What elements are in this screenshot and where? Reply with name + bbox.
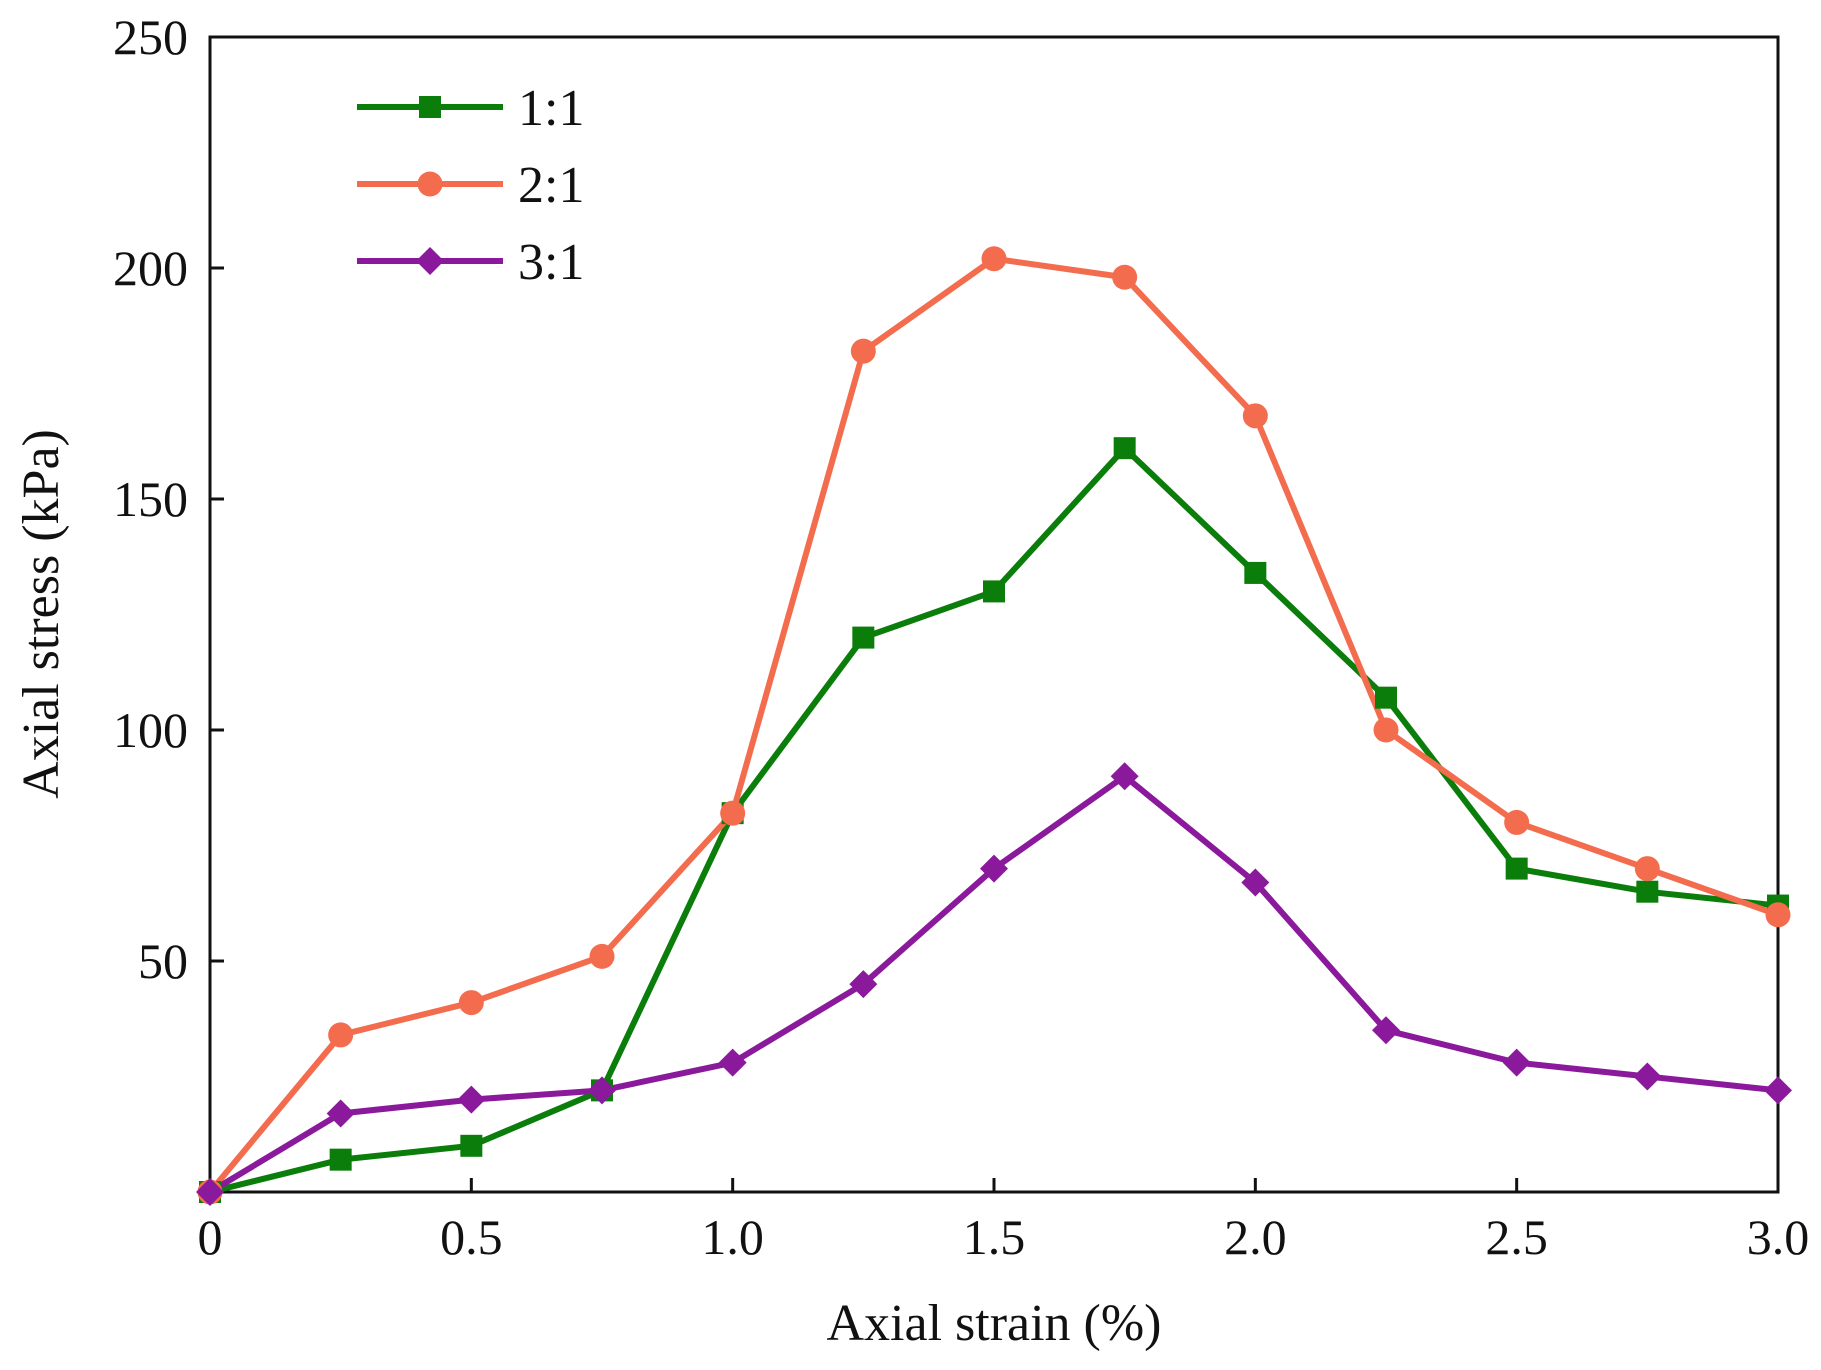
data-point-series-2 — [1504, 809, 1530, 835]
x-tick-label: 2.5 — [1485, 1209, 1548, 1265]
legend-label: 1:1 — [518, 80, 584, 137]
data-point-series-3 — [1502, 1048, 1531, 1077]
data-point-series-3 — [196, 1178, 224, 1206]
y-tick-label: 50 — [138, 933, 188, 989]
data-point-series-2 — [458, 990, 484, 1016]
data-point-series-2 — [1112, 264, 1138, 290]
legend-swatch-marker — [419, 96, 441, 118]
data-point-series-2 — [328, 1022, 354, 1048]
y-axis-title: Axial stress (kPa) — [13, 429, 70, 799]
legend-label: 2:1 — [518, 157, 584, 214]
data-point-series-1 — [852, 626, 875, 649]
data-point-series-2 — [589, 943, 615, 969]
data-point-series-1 — [1113, 437, 1136, 460]
y-tick-label: 100 — [113, 702, 188, 758]
data-point-series-3 — [1372, 1016, 1400, 1045]
data-point-series-2 — [1765, 902, 1791, 928]
data-point-series-2 — [1373, 717, 1399, 743]
data-point-series-2 — [850, 338, 876, 364]
data-point-series-3 — [980, 854, 1008, 883]
data-point-series-2 — [1242, 403, 1268, 429]
plot-frame — [208, 35, 1780, 1194]
legend: 1:1 2:1 3:1 — [357, 80, 584, 291]
legend-label: 3:1 — [518, 234, 584, 291]
data-point-series-1 — [329, 1148, 352, 1171]
data-point-series-1 — [983, 580, 1005, 603]
x-tick-label: 2.0 — [1224, 1209, 1287, 1265]
series-lines — [207, 255, 1780, 1195]
data-point-series-3 — [1633, 1062, 1662, 1091]
series-line-1 — [209, 445, 1779, 1195]
data-point-series-1 — [1244, 561, 1267, 584]
data-point-series-1 — [460, 1134, 483, 1157]
series-markers — [196, 246, 1792, 1206]
data-point-series-3 — [1241, 868, 1270, 897]
data-point-series-3 — [588, 1076, 616, 1105]
x-tick-label: 1.0 — [701, 1209, 764, 1265]
data-point-series-3 — [457, 1085, 486, 1114]
data-point-series-2 — [720, 800, 746, 826]
legend-swatch-marker — [416, 247, 444, 275]
x-axis: 0 0.5 1.0 1.5 2.0 2.5 3.0 — [198, 1178, 1810, 1265]
data-point-series-2 — [981, 246, 1007, 272]
series-line-3 — [208, 773, 1779, 1195]
x-axis-title: Axial strain (%) — [826, 1295, 1161, 1352]
x-tick-label: 3.0 — [1747, 1209, 1810, 1265]
data-point-series-3 — [1764, 1076, 1792, 1105]
series-line-2 — [207, 255, 1780, 1194]
x-tick-label: 1.5 — [963, 1209, 1026, 1265]
data-point-series-3 — [849, 970, 878, 999]
data-point-series-3 — [326, 1099, 355, 1128]
data-point-series-3 — [1110, 762, 1139, 791]
y-tick-label: 200 — [113, 240, 188, 296]
data-point-series-1 — [1505, 857, 1528, 880]
data-point-series-1 — [1375, 686, 1397, 709]
data-point-series-1 — [1636, 880, 1659, 903]
y-tick-label: 250 — [113, 9, 188, 65]
x-tick-label: 0.5 — [440, 1209, 503, 1265]
data-point-series-3 — [718, 1048, 747, 1077]
y-axis: 50 100 150 200 250 — [113, 9, 224, 989]
x-tick-label: 0 — [198, 1209, 223, 1265]
legend-swatch-marker — [417, 171, 443, 197]
y-tick-label: 150 — [113, 471, 188, 527]
data-point-series-2 — [1634, 856, 1660, 882]
